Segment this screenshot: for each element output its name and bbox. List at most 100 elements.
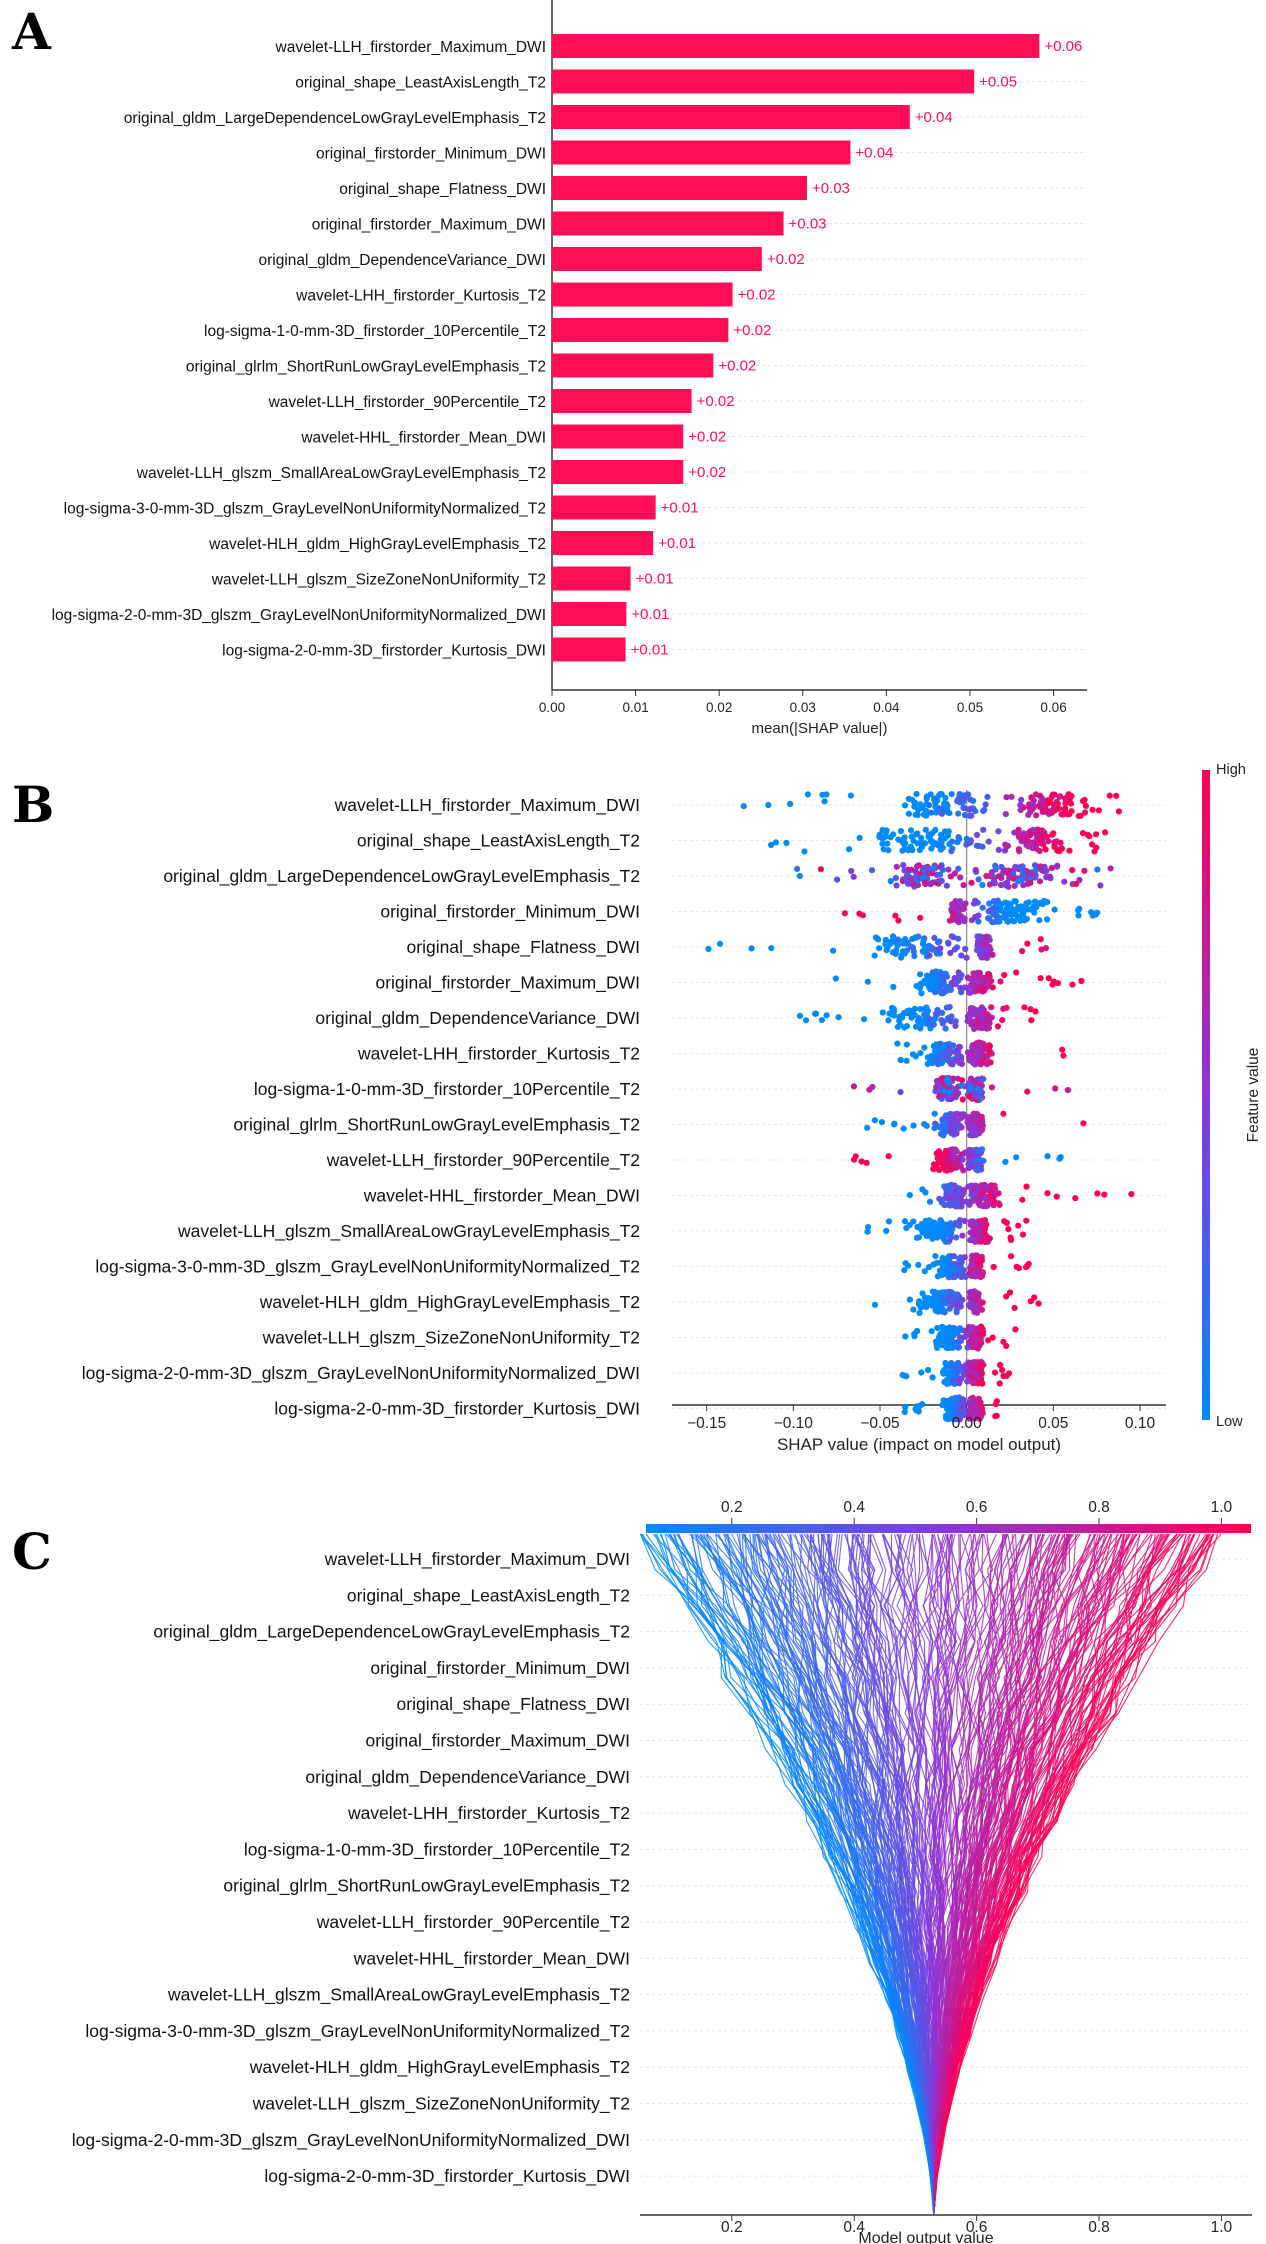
shap-dot bbox=[916, 1016, 924, 1023]
shap-dot bbox=[1062, 808, 1069, 815]
shap-dot bbox=[1030, 797, 1037, 804]
shap-dot bbox=[894, 1040, 901, 1047]
bar-value-label: +0.01 bbox=[661, 500, 699, 517]
shap-dot bbox=[900, 840, 907, 847]
shap-dot bbox=[927, 986, 934, 993]
shap-dot bbox=[1009, 911, 1016, 918]
x-axis-title: mean(|SHAP value|) bbox=[752, 720, 888, 737]
shap-dot bbox=[966, 1398, 973, 1405]
shap-dot bbox=[976, 975, 983, 982]
shap-dot bbox=[953, 1057, 960, 1064]
bar bbox=[552, 637, 626, 662]
decision-path bbox=[869, 1533, 935, 2216]
bar bbox=[552, 389, 692, 413]
shap-dot bbox=[1088, 909, 1095, 916]
feature-label: log-sigma-3-0-mm-3D_glszm_GrayLevelNonUn… bbox=[85, 2021, 630, 2042]
shap-dot bbox=[947, 949, 954, 957]
shap-dot bbox=[954, 1410, 961, 1417]
shap-dot bbox=[958, 952, 965, 959]
shap-dot bbox=[921, 943, 929, 951]
shap-dot bbox=[1019, 863, 1026, 870]
feature-label: original_gldm_LargeDependenceLowGrayLeve… bbox=[163, 866, 640, 887]
shap-dot bbox=[991, 1369, 999, 1376]
shap-dot bbox=[945, 1400, 952, 1407]
shap-dot bbox=[968, 1326, 975, 1333]
shap-dot bbox=[1033, 812, 1040, 819]
shap-dot bbox=[985, 1337, 992, 1344]
shap-dot bbox=[951, 975, 958, 982]
shap-dot bbox=[1056, 793, 1064, 800]
shap-dot bbox=[932, 809, 940, 816]
shap-dot bbox=[972, 1272, 979, 1279]
shap-dot bbox=[901, 802, 909, 809]
shap-dot bbox=[926, 1198, 934, 1205]
shap-dot bbox=[1013, 1263, 1020, 1270]
shap-dot bbox=[1013, 1154, 1020, 1161]
shap-dot bbox=[981, 946, 988, 953]
shap-dot bbox=[980, 807, 987, 815]
shap-dot bbox=[1075, 912, 1082, 919]
shap-dot bbox=[929, 945, 936, 952]
shap-dot bbox=[942, 1025, 949, 1032]
shap-dot bbox=[953, 1300, 961, 1307]
shap-dot bbox=[948, 1116, 955, 1123]
shap-dot bbox=[868, 867, 876, 874]
shap-dot bbox=[949, 1364, 956, 1371]
shap-dot bbox=[901, 950, 908, 957]
shap-dot bbox=[940, 1125, 947, 1132]
shap-dot bbox=[910, 1218, 917, 1225]
shap-dot bbox=[972, 1341, 979, 1348]
shap-dot bbox=[1032, 1008, 1039, 1015]
shap-dot bbox=[1017, 802, 1024, 809]
shap-dot bbox=[787, 800, 794, 808]
shap-dot bbox=[949, 1123, 956, 1130]
feature-label: wavelet-LLH_firstorder_90Percentile_T2 bbox=[268, 394, 546, 411]
shap-dot bbox=[1003, 843, 1010, 850]
shap-dot bbox=[1004, 879, 1011, 886]
shap-dot bbox=[1044, 1190, 1051, 1197]
feature-label: original_firstorder_Minimum_DWI bbox=[316, 146, 546, 163]
shap-dot bbox=[951, 1330, 958, 1337]
x-tick-label: −0.15 bbox=[687, 1415, 726, 1432]
feature-label: original_shape_Flatness_DWI bbox=[397, 1694, 630, 1715]
shap-dot bbox=[1094, 909, 1101, 916]
shap-dot bbox=[934, 1324, 941, 1332]
shap-dot bbox=[937, 945, 944, 952]
shap-dot bbox=[917, 1050, 924, 1057]
shap-dot bbox=[1018, 796, 1025, 804]
shap-dot bbox=[794, 865, 801, 873]
shap-dot bbox=[1101, 1191, 1108, 1198]
shap-dot bbox=[772, 839, 780, 846]
shap-dot bbox=[848, 867, 855, 875]
shap-dot bbox=[979, 904, 986, 911]
shap-dot bbox=[963, 1198, 970, 1205]
shap-dot bbox=[895, 836, 902, 843]
shap-dot bbox=[856, 910, 863, 917]
shap-dot bbox=[972, 1116, 979, 1123]
shap-dot bbox=[969, 1218, 976, 1225]
shap-dot bbox=[945, 1274, 952, 1281]
shap-dot bbox=[948, 1018, 955, 1025]
shap-dot bbox=[1000, 1110, 1007, 1117]
shap-dot bbox=[958, 900, 965, 907]
shap-dot bbox=[921, 879, 929, 886]
shap-dot bbox=[1032, 791, 1039, 798]
shap-dot bbox=[968, 1049, 975, 1056]
feature-label: original_gldm_DependenceVariance_DWI bbox=[305, 1767, 630, 1788]
shap-dot bbox=[970, 1194, 978, 1201]
shap-dot bbox=[945, 1377, 952, 1384]
decision-path bbox=[703, 1533, 935, 2216]
shap-dot bbox=[955, 1052, 962, 1059]
shap-dot bbox=[1049, 831, 1056, 838]
shap-dot bbox=[978, 1269, 985, 1276]
feature-label: original_gldm_LargeDependenceLowGrayLeve… bbox=[124, 110, 546, 127]
shap-dot bbox=[929, 879, 936, 886]
shap-dot bbox=[973, 1334, 980, 1341]
shap-dot bbox=[938, 1060, 946, 1067]
feature-label: wavelet-HLH_gldm_HighGrayLevelEmphasis_T… bbox=[259, 1292, 640, 1313]
shap-dot bbox=[965, 1408, 972, 1415]
shap-dot bbox=[977, 1361, 984, 1368]
shap-dot bbox=[983, 872, 990, 880]
shap-dot bbox=[951, 1404, 959, 1411]
shap-dot bbox=[947, 1047, 954, 1055]
